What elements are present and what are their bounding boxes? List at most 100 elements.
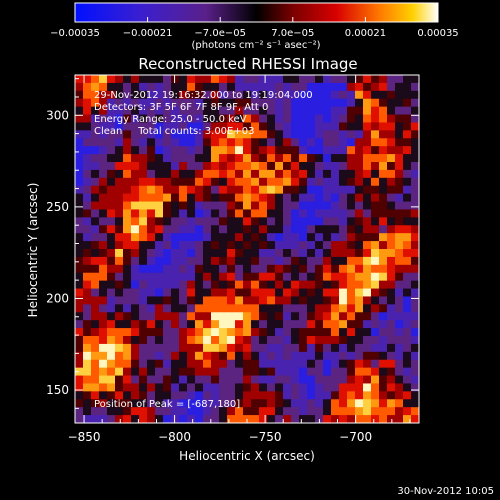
heatmap-cell — [147, 288, 156, 298]
heatmap-cell — [411, 383, 419, 392]
heatmap-cell — [363, 162, 372, 171]
heatmap-cell — [83, 138, 92, 147]
heatmap-cell — [171, 138, 180, 147]
heatmap-cell — [123, 296, 132, 305]
heatmap-cell — [187, 391, 196, 400]
heatmap-cell — [195, 256, 204, 266]
y-tick-label: 150 — [46, 383, 69, 397]
heatmap-cell — [163, 367, 172, 377]
heatmap-cell — [371, 351, 380, 361]
heatmap-cell — [363, 328, 372, 337]
heatmap-cell — [155, 130, 164, 139]
heatmap-cell — [283, 209, 292, 218]
heatmap-cell — [139, 82, 148, 92]
heatmap-cell — [203, 233, 212, 242]
heatmap-cell — [139, 90, 148, 100]
heatmap-cell — [339, 193, 348, 203]
heatmap-cell — [363, 138, 372, 147]
heatmap-cell — [395, 106, 404, 116]
heatmap-cell — [355, 391, 364, 400]
heatmap-cell — [211, 241, 220, 250]
heatmap-cell — [267, 391, 276, 400]
heatmap-cell — [259, 407, 268, 416]
heatmap-cell — [299, 256, 308, 266]
heatmap-cell — [123, 201, 132, 211]
heatmap-cell — [403, 407, 412, 416]
heatmap-cell — [195, 146, 204, 155]
heatmap-cell — [371, 154, 380, 163]
heatmap-cell — [291, 367, 300, 377]
heatmap-cell — [331, 415, 340, 423]
heatmap-cell — [411, 304, 419, 313]
heatmap-cell — [187, 256, 196, 266]
heatmap-cell — [363, 407, 372, 416]
heatmap-cell — [283, 177, 292, 187]
heatmap-cell — [283, 328, 292, 337]
heatmap-cell — [403, 272, 412, 282]
heatmap-cell — [395, 209, 404, 218]
heatmap-cell — [363, 185, 372, 195]
heatmap-cell — [243, 399, 252, 408]
heatmap-cell — [91, 98, 100, 108]
heatmap-cell — [227, 280, 236, 290]
heatmap-cell — [339, 98, 348, 108]
heatmap-cell — [99, 193, 108, 203]
heatmap-cell — [123, 114, 132, 124]
heatmap-cell — [235, 367, 244, 377]
heatmap-cell — [275, 351, 284, 361]
heatmap-cell — [323, 264, 332, 274]
heatmap-cell — [187, 185, 196, 195]
heatmap-cell — [355, 209, 364, 218]
x-tick-label: −700 — [339, 430, 372, 444]
heatmap-cell — [123, 209, 132, 218]
heatmap-cell — [299, 359, 308, 369]
heatmap-cell — [275, 162, 284, 171]
heatmap-cell — [195, 320, 204, 329]
heatmap-cell — [275, 249, 284, 258]
heatmap-cell — [339, 312, 348, 321]
heatmap-cell — [155, 201, 164, 211]
heatmap-cell — [243, 209, 252, 218]
heatmap-cell — [307, 75, 316, 84]
heatmap-cell — [147, 106, 156, 116]
heatmap-cell — [395, 383, 404, 392]
heatmap-cell — [243, 351, 252, 361]
heatmap-cell — [355, 98, 364, 108]
heatmap-cell — [275, 288, 284, 298]
heatmap-cell — [83, 328, 92, 337]
heatmap-cell — [339, 177, 348, 187]
heatmap-cell — [123, 138, 132, 147]
heatmap-cell — [307, 185, 316, 195]
heatmap-cell — [115, 98, 124, 108]
heatmap-cell — [355, 304, 364, 313]
heatmap-cell — [267, 106, 276, 116]
heatmap-cell — [339, 217, 348, 226]
heatmap-cell — [195, 138, 204, 147]
heatmap-cell — [235, 106, 244, 116]
heatmap-cell — [323, 122, 332, 131]
heatmap-cell — [147, 114, 156, 124]
heatmap-cell — [411, 114, 419, 124]
heatmap-cell — [243, 264, 252, 274]
heatmap-cell — [363, 296, 372, 305]
heatmap-cell — [275, 114, 284, 124]
heatmap-cell — [315, 249, 324, 258]
heatmap-cell — [251, 375, 260, 385]
heatmap-cell — [131, 138, 140, 147]
heatmap-cell — [339, 233, 348, 242]
heatmap-cell — [267, 264, 276, 274]
heatmap-cell — [99, 249, 108, 258]
heatmap-cell — [83, 351, 92, 361]
heatmap-cell — [99, 201, 108, 211]
heatmap-cell — [203, 146, 212, 155]
heatmap-cell — [379, 328, 388, 337]
heatmap-cell — [259, 383, 268, 392]
heatmap-cell — [395, 114, 404, 124]
heatmap-cell — [299, 114, 308, 124]
heatmap-cell — [203, 98, 212, 108]
heatmap-cell — [99, 209, 108, 218]
heatmap-cell — [91, 296, 100, 305]
heatmap-cell — [267, 122, 276, 131]
heatmap-cell — [139, 320, 148, 329]
heatmap-cell — [267, 399, 276, 408]
